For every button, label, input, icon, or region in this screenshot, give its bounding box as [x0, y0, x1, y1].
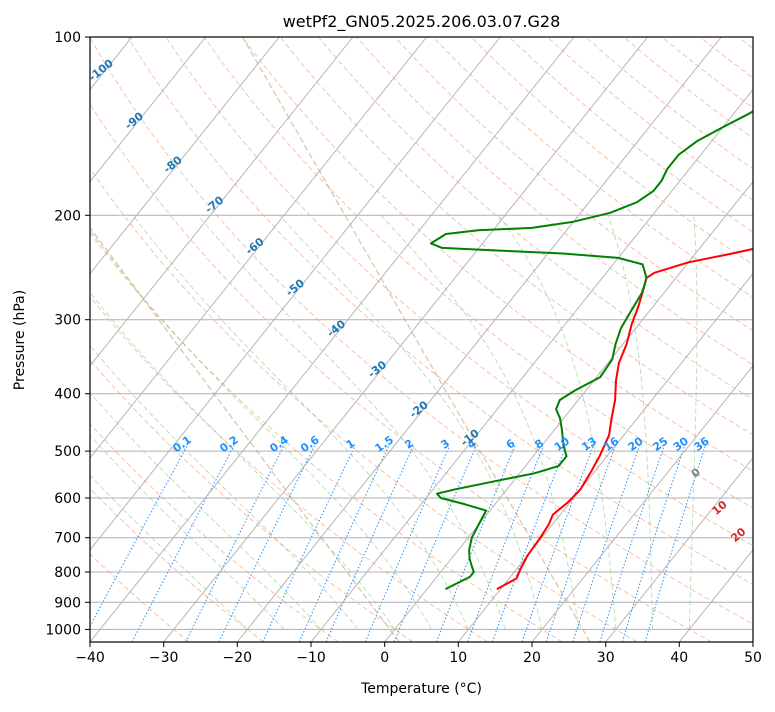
x-tick-label: 0: [380, 650, 389, 666]
x-tick-label: −20: [223, 650, 253, 666]
y-tick-label: 1000: [45, 622, 81, 638]
x-tick-label: 50: [744, 650, 762, 666]
x-tick-label: −40: [75, 650, 105, 666]
y-tick-label: 600: [54, 491, 81, 507]
x-tick-label: 30: [597, 650, 615, 666]
y-tick-label: 700: [54, 531, 81, 547]
x-tick-label: 20: [523, 650, 541, 666]
y-tick-label: 400: [54, 387, 81, 403]
x-tick-label: −30: [149, 650, 179, 666]
x-tick-label: 10: [449, 650, 467, 666]
chart-title: wetPf2_GN05.2025.206.03.07.G28: [283, 12, 561, 32]
y-tick-label: 800: [54, 565, 81, 581]
y-tick-label: 100: [54, 30, 81, 46]
y-tick-label: 500: [54, 444, 81, 460]
y-tick-label: 900: [54, 595, 81, 611]
y-tick-label: 200: [54, 208, 81, 224]
x-axis-label: Temperature (°C): [360, 681, 482, 697]
y-tick-label: 300: [54, 313, 81, 329]
x-tick-label: 40: [670, 650, 688, 666]
x-tick-label: −10: [296, 650, 326, 666]
y-axis-label: Pressure (hPa): [12, 290, 28, 390]
